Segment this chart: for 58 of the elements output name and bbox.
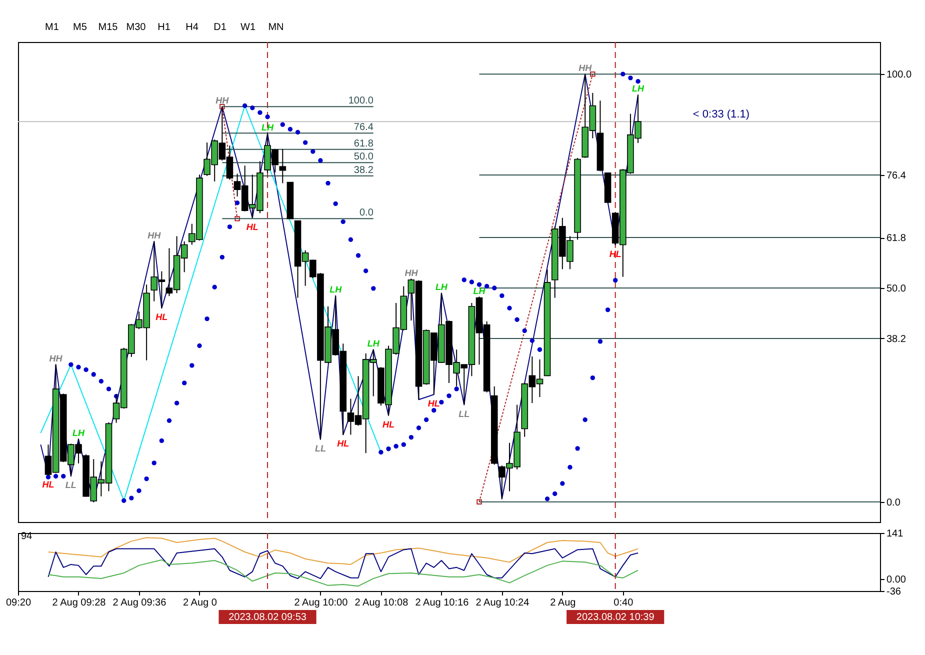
data-label: HH bbox=[148, 230, 162, 240]
text: H4 bbox=[186, 22, 199, 33]
y-tick-label: 141 bbox=[886, 528, 904, 540]
data-label: HL bbox=[246, 222, 258, 232]
x-tick-label: 0:40 bbox=[614, 598, 634, 608]
y-tick-label: 38.2 bbox=[886, 334, 906, 345]
data-label: LH bbox=[435, 282, 448, 292]
text: D1 bbox=[214, 22, 227, 33]
x-tick-label: 2 Aug 10:16 bbox=[415, 598, 470, 608]
text: M15 bbox=[98, 22, 118, 33]
data-label: LH bbox=[473, 286, 486, 296]
data-label: HH bbox=[216, 96, 230, 106]
data-label: LH bbox=[72, 428, 85, 438]
data-label: HL bbox=[42, 479, 54, 490]
annotation: < 0:33 (1.1) bbox=[692, 108, 750, 121]
x-tick-label: 2 Aug 10:08 bbox=[354, 598, 409, 608]
ref-line-label: 2023.08.02 10:39 bbox=[576, 612, 655, 623]
data-label: HH bbox=[578, 63, 592, 74]
data-label: LL bbox=[65, 480, 76, 490]
data-label: LH bbox=[262, 122, 274, 133]
data-label: HL bbox=[428, 398, 440, 409]
series-label: 76.4 bbox=[354, 122, 374, 134]
x-tick-label: 2 Aug 09:28 bbox=[52, 598, 106, 608]
text: M5 bbox=[73, 22, 88, 33]
data-label: LH bbox=[632, 84, 645, 94]
text: MN bbox=[268, 22, 284, 33]
text: M30 bbox=[126, 22, 146, 33]
series-label: 0.0 bbox=[359, 208, 374, 219]
y-tick-label: 100.0 bbox=[886, 70, 912, 81]
x-tick-label: 2 Aug 09:36 bbox=[112, 598, 167, 608]
y-tick-label: 0.0 bbox=[886, 497, 901, 508]
x-tick-label: 2 Aug 0 bbox=[183, 598, 218, 608]
x-tick-label: 2 Aug 10:24 bbox=[476, 598, 530, 608]
y-tick-label: 61.8 bbox=[886, 233, 906, 244]
data-label: LH bbox=[367, 338, 380, 349]
y-tick-label: 0.00 bbox=[886, 574, 906, 586]
x-tick-label: 2 Aug bbox=[550, 598, 576, 608]
y-tick-label: -36 bbox=[886, 586, 902, 598]
y-tick-label: 50.0 bbox=[886, 283, 906, 294]
text: H1 bbox=[158, 22, 171, 33]
text: W1 bbox=[240, 22, 256, 33]
data-label: HH bbox=[404, 268, 418, 278]
series-label: 50.0 bbox=[354, 152, 374, 163]
data-label: HH bbox=[49, 354, 63, 364]
series-label: 61.8 bbox=[354, 138, 374, 150]
x-tick-label: 2 Aug 10:00 bbox=[294, 598, 348, 608]
y-tick-label: 76.4 bbox=[886, 170, 906, 182]
data-label: LH bbox=[330, 284, 342, 295]
data-label: HL bbox=[156, 312, 168, 322]
text: M1 bbox=[45, 22, 60, 33]
series-label: 100.0 bbox=[348, 96, 374, 107]
series-label: 38.2 bbox=[354, 164, 374, 176]
data-label: LL bbox=[314, 443, 326, 454]
x-tick-label: 09:20 bbox=[6, 598, 32, 608]
data-label: HL bbox=[382, 419, 395, 430]
data-label: HL bbox=[337, 438, 350, 449]
data-label: LL bbox=[458, 408, 470, 419]
ref-line-label: 2023.08.02 09:53 bbox=[228, 612, 307, 623]
